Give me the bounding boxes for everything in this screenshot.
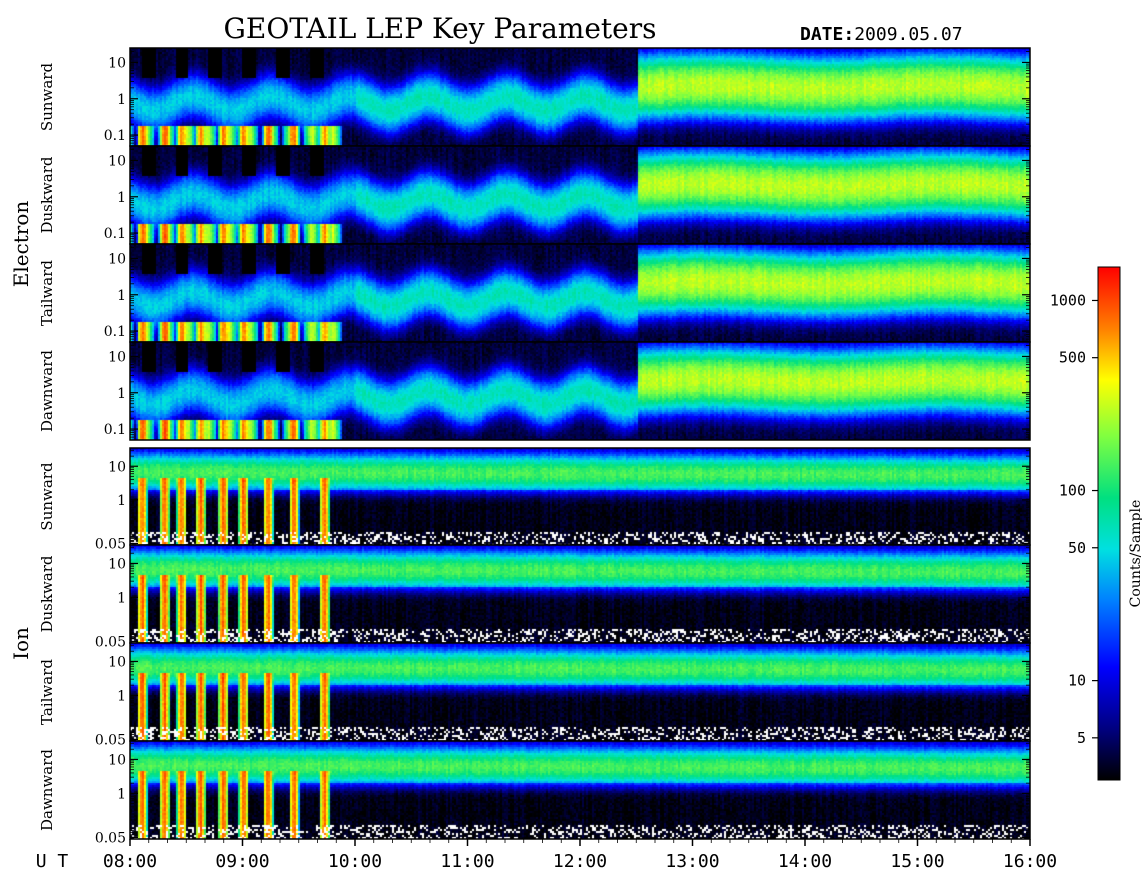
panel-label: Sunward [38,63,56,132]
x-tick-label: 16:00 [1003,851,1057,872]
colorbar-tick-label: 50 [1068,539,1086,557]
y-tick-label: 1 [117,386,126,402]
panel-label: Dawnward [38,749,56,831]
group-labels: Electron Ion [9,201,33,660]
y-tick-label: 0.05 [95,634,126,650]
panel-label: Tailward [38,260,56,326]
heatmap-cells [130,545,1030,643]
panel-label: Sunward [38,462,56,531]
y-tick-label: 0.1 [104,226,126,242]
y-tick-label: 10 [108,55,126,71]
x-tick-label: 11:00 [440,851,494,872]
y-tick-label: 10 [108,654,126,670]
panel-frame [129,341,1031,441]
y-tick-label: 1 [117,688,126,704]
y-tick-label: 0.05 [95,536,126,552]
date-label: DATE:2009.05.07 [800,24,963,45]
group-label-ion: Ion [9,627,33,660]
heatmap-cells [130,643,1030,741]
heatmap-cells [130,448,1030,545]
x-tick-label: 08:00 [103,851,157,872]
panel-electron-duskward: 10 1 0.1 Duskward [38,145,1031,245]
colorbar-tick-label: 1000 [1050,291,1086,309]
panel-label: Duskward [38,555,56,632]
y-tick-label: 0.05 [95,732,126,748]
x-tick-label: 10:00 [328,851,382,872]
y-tick-label: 10 [108,153,126,169]
panel-ion-tailward: 10 1 0.05 Tailward [38,642,1031,748]
chart-title: GEOTAIL LEP Key Parameters [224,12,657,45]
heatmap-cells [130,342,1030,440]
x-axis-label: U T [36,851,69,872]
y-tick-label: 10 [108,459,126,475]
panel-electron-tailward: 10 1 0.1 Tailward [38,243,1031,343]
y-tick-label: 10 [108,349,126,365]
colorbar: 1000 500 100 50 10 5 Counts/Sample [1050,266,1142,781]
heatmap-cells [130,48,1030,146]
colorbar-gradient [1097,266,1121,781]
panel-ion-duskward: 10 1 0.05 Duskward [38,544,1031,650]
panel-label: Duskward [38,156,56,233]
panel-label: Dawnward [38,350,56,432]
x-tick-label: 15:00 [890,851,944,872]
y-tick-label: 10 [108,556,126,572]
y-tick-label: 10 [108,251,126,267]
x-tick-label: 14:00 [778,851,832,872]
heatmap-cells [130,244,1030,342]
panel-electron-dawnward: 10 1 0.1 Dawnward [38,341,1031,441]
panel-ion-sunward: 10 1 0.05 Sunward [38,447,1031,552]
colorbar-tick-label: 500 [1059,349,1086,367]
x-tick-label: 13:00 [665,851,719,872]
panel-electron-sunward: 10 1 0.1 Sunward [38,47,1031,147]
x-tick-label: 09:00 [215,851,269,872]
colorbar-tick-label: 10 [1068,672,1086,690]
group-label-electron: Electron [9,201,33,288]
y-tick-label: 1 [117,190,126,206]
y-tick-label: 1 [117,92,126,108]
y-tick-label: 0.05 [95,830,126,846]
x-tick-label: 12:00 [553,851,607,872]
y-tick-label: 1 [117,288,126,304]
y-tick-label: 1 [117,786,126,802]
x-axis: U T 08:00 09:00 10:00 11:00 12:00 13:00 14:00 15… [36,839,1057,872]
heatmap-cells [130,741,1030,839]
y-tick-label: 1 [117,493,126,509]
date-prefix: DATE: [800,24,854,45]
y-tick-label: 0.1 [104,324,126,340]
spectrogram-panels: 10 1 0.1 Sunward 10 1 0.1 Duskward 10 1 0.1 Tailwar… [38,47,1031,846]
y-tick-label: 0.1 [104,128,126,144]
colorbar-tick-label: 5 [1077,729,1086,747]
y-tick-label: 1 [117,590,126,606]
y-tick-label: 0.1 [104,422,126,438]
panel-ion-dawnward: 10 1 0.05 Dawnward [38,740,1031,846]
colorbar-label: Counts/Sample [1128,500,1142,608]
date-value: 2009.05.07 [854,24,962,45]
y-tick-label: 10 [108,752,126,768]
heatmap-cells [130,146,1030,244]
panel-label: Tailward [38,659,56,725]
colorbar-tick-label: 100 [1059,482,1086,500]
